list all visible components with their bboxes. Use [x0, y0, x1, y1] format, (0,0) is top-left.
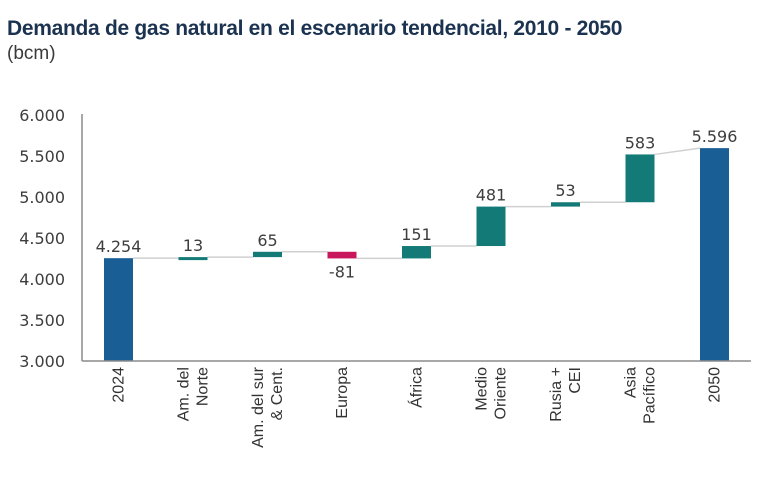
data-label: 151	[401, 225, 432, 244]
data-label: -81	[329, 262, 355, 281]
x-axis-label: Asia	[623, 367, 640, 398]
x-axis-label: Rusia +	[548, 367, 565, 422]
bar-4[interactable]	[402, 246, 431, 259]
data-label: 53	[555, 181, 575, 200]
bar-6[interactable]	[551, 202, 580, 207]
bar-2[interactable]	[253, 251, 282, 258]
y-tick-label: 4.000	[19, 270, 65, 289]
y-tick-label: 3.000	[19, 352, 65, 371]
y-tick-label: 5.000	[19, 188, 65, 207]
bar-8[interactable]	[700, 148, 729, 361]
x-axis-label: Medio	[474, 367, 491, 411]
data-label: 65	[257, 231, 277, 250]
data-label: 5.596	[692, 127, 738, 146]
x-axis-label: Pacífico	[642, 367, 659, 424]
bar-7[interactable]	[625, 154, 655, 203]
x-axis-label: Oriente	[493, 367, 510, 420]
chart-subtitle: (bcm)	[7, 43, 56, 64]
x-axis-label: África	[407, 367, 426, 408]
x-axis-label: & Cent.	[269, 367, 286, 420]
bar-5[interactable]	[476, 206, 506, 247]
y-tick-label: 3.500	[19, 311, 65, 330]
bar-0[interactable]	[104, 258, 133, 361]
data-label: 583	[625, 133, 656, 152]
bar-3[interactable]	[327, 251, 357, 259]
x-axis-label: Am. del sur	[250, 366, 267, 448]
x-axis-label: Europa	[334, 367, 351, 419]
bar-1[interactable]	[178, 257, 208, 261]
connector-line	[654, 147, 701, 156]
x-axis-label: Norte	[195, 367, 212, 406]
x-axis-label: Am. del	[176, 367, 193, 421]
x-axis-label: 2024	[111, 367, 128, 403]
data-label: 13	[183, 236, 203, 255]
x-axis-label: 2050	[707, 367, 724, 403]
data-label: 4.254	[96, 237, 142, 256]
y-tick-label: 5.500	[19, 147, 65, 166]
data-label: 481	[476, 186, 507, 205]
y-tick-label: 6.000	[19, 106, 65, 125]
y-tick-label: 4.500	[19, 229, 65, 248]
x-axis-label: CEI	[567, 367, 584, 394]
chart-title: Demanda de gas natural en el escenario t…	[7, 17, 623, 40]
